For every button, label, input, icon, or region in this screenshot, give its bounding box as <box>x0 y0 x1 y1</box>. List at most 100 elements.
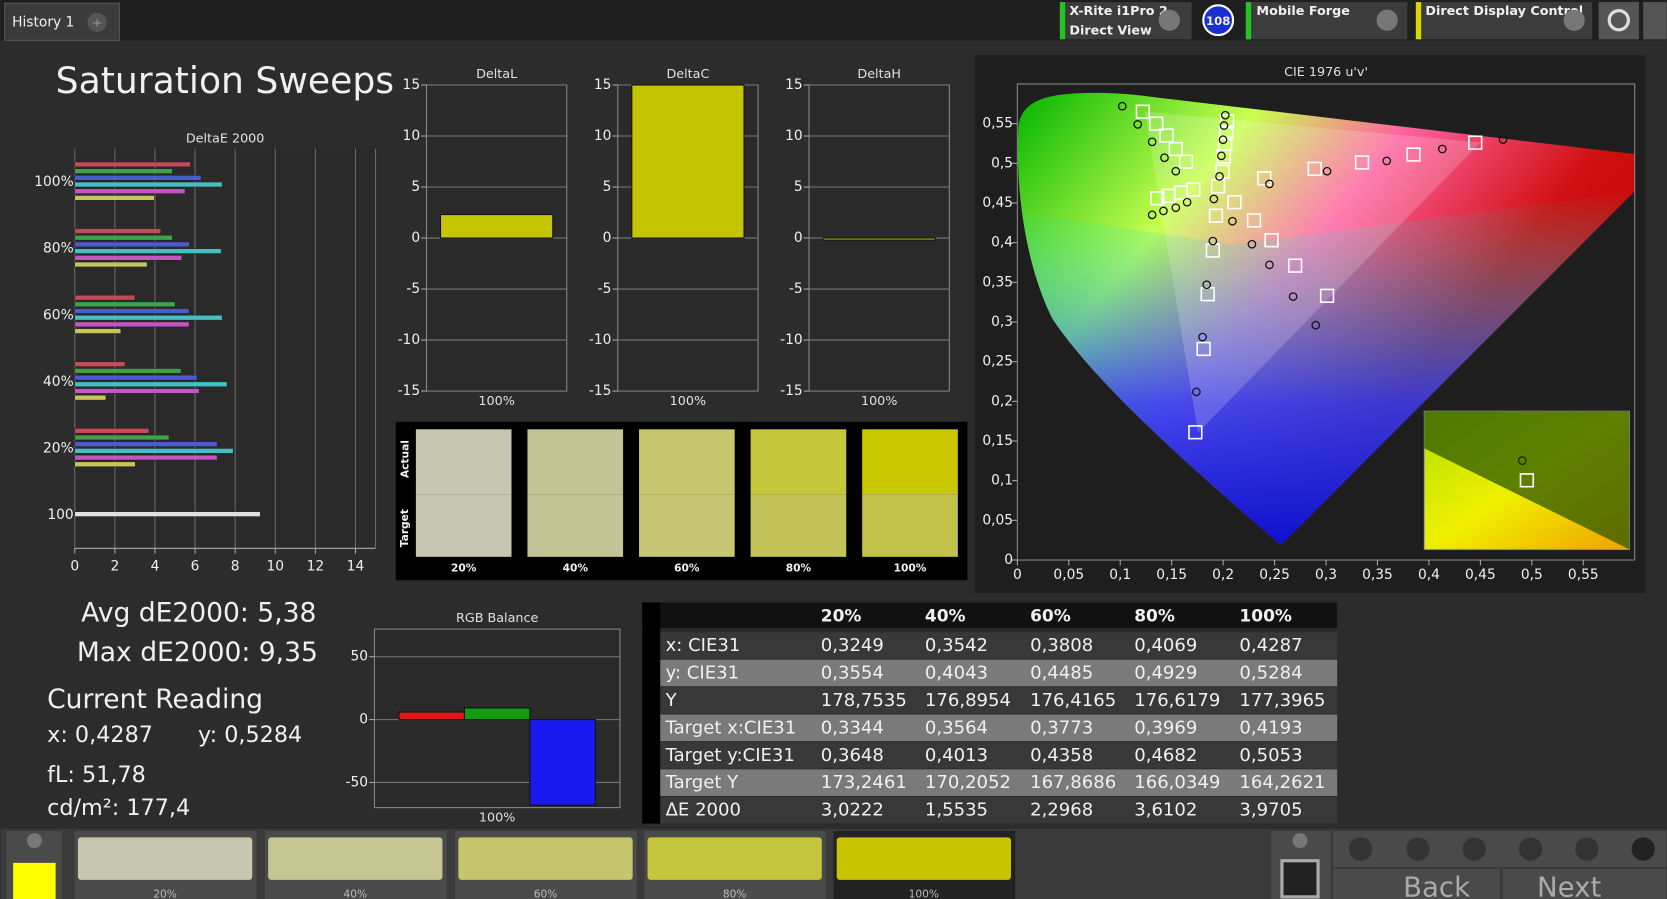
bar <box>74 511 261 517</box>
x-tick-label: 2 <box>110 558 119 574</box>
table-cell: 1,5535 <box>925 800 988 821</box>
current-fl: fL: 51,78 <box>47 762 146 788</box>
y-tick-label: 0,55 <box>982 116 1013 132</box>
loop-icon[interactable] <box>1518 837 1543 861</box>
target-point <box>1307 161 1322 177</box>
measured-point <box>1182 197 1192 207</box>
y-tick-label: -10 <box>589 332 612 348</box>
patch-color <box>836 837 1011 880</box>
bar <box>74 294 136 301</box>
bar <box>74 441 218 447</box>
y-tick-label: 10 <box>594 128 612 144</box>
y-tick-label: 0,35 <box>982 274 1013 290</box>
x-tick-label: 4 <box>151 558 160 574</box>
table-cell: 164,2621 <box>1239 772 1325 793</box>
current-heading: Current Reading <box>47 684 263 715</box>
table-cell: 0,3542 <box>925 635 988 656</box>
target-point <box>1135 104 1151 119</box>
y-tick-label: -10 <box>780 332 803 348</box>
current-luminance: cd/m²: 177,4 <box>47 795 190 821</box>
patch-color <box>458 837 633 880</box>
dropdown-button[interactable] <box>1158 9 1180 31</box>
column-header: 60% <box>1030 606 1071 626</box>
back-button[interactable] <box>1332 869 1500 899</box>
stop-icon[interactable] <box>1348 837 1373 861</box>
measured-point <box>1265 179 1274 189</box>
dropdown-button[interactable] <box>1563 9 1585 31</box>
table-cell: 0,4485 <box>1030 663 1093 684</box>
x-tick-label: 0,4 <box>1418 567 1440 583</box>
target-point <box>1319 288 1335 303</box>
next-button[interactable] <box>1502 869 1667 899</box>
measured-point <box>1133 120 1143 129</box>
bar <box>74 388 200 394</box>
table-cell: 0,4043 <box>925 663 988 684</box>
y-tick-label: -15 <box>398 383 421 399</box>
patch-label: 40% <box>344 888 368 899</box>
stop-button[interactable] <box>1280 859 1320 899</box>
y-tick-label: -15 <box>780 383 803 399</box>
x-tick-label: 0 <box>70 558 79 574</box>
measured-point <box>1171 166 1181 176</box>
table-cell: 178,7535 <box>821 690 907 711</box>
tab-label: History 1 <box>12 14 74 30</box>
page-title: Saturation Sweeps <box>56 59 394 102</box>
table-row <box>660 632 1338 659</box>
bar <box>74 361 126 367</box>
x-tick-label: 0,2 <box>1212 567 1234 583</box>
inset-target <box>1519 473 1535 488</box>
target-point <box>1149 116 1164 131</box>
x-tick-label: 0,45 <box>1465 567 1496 583</box>
y-tick-label: 0,05 <box>982 512 1013 528</box>
bar <box>74 181 223 188</box>
bar <box>74 195 155 201</box>
swatch-label: 40% <box>563 562 589 575</box>
target-point <box>1264 233 1279 248</box>
hold-icon[interactable] <box>1462 837 1486 861</box>
row-label: Target x:CIE31 <box>665 717 797 738</box>
x-tick-label: 0,15 <box>1156 567 1187 583</box>
swatch-label: 100% <box>894 562 927 575</box>
scroll-up-button[interactable] <box>26 833 42 848</box>
bar <box>74 448 234 454</box>
target-point <box>1168 141 1183 157</box>
row-label: x: CIE31 <box>666 635 741 656</box>
bar <box>74 308 190 314</box>
refresh-icon[interactable] <box>1575 837 1599 861</box>
y-tick-label: 5 <box>603 179 612 195</box>
y-tick-label: -5 <box>789 281 803 297</box>
y-tick-label: 40% <box>43 374 74 390</box>
row-label: y: CIE31 <box>666 663 739 684</box>
play-icon[interactable] <box>1406 837 1430 861</box>
y-tick-label: -5 <box>406 281 420 297</box>
bar <box>74 248 222 254</box>
collapse-button[interactable] <box>1643 2 1667 40</box>
actual-swatch <box>527 429 624 495</box>
actual-swatch <box>750 429 847 495</box>
record-icon[interactable] <box>1631 837 1655 861</box>
column-header: 80% <box>1134 606 1175 626</box>
measured-point <box>1498 135 1508 144</box>
measured-point <box>1159 206 1168 216</box>
measured-point <box>1202 280 1212 290</box>
y-tick-label: 5 <box>794 179 803 195</box>
current-x: x: 0,4287 <box>47 722 153 748</box>
bar <box>74 228 162 234</box>
bar <box>74 461 136 467</box>
scroll-up-button[interactable] <box>1292 833 1308 848</box>
settings-button[interactable] <box>1598 2 1639 40</box>
measured-point <box>1215 172 1224 181</box>
add-tab-button[interactable] <box>87 12 107 32</box>
column-header: 40% <box>925 606 966 626</box>
x-tick-label: 14 <box>347 558 365 574</box>
table-row <box>660 659 1338 687</box>
patch-color <box>268 837 443 880</box>
bar <box>463 707 531 721</box>
y-tick-label: 0,45 <box>982 195 1013 211</box>
y-tick-label: 0,5 <box>991 155 1013 171</box>
dropdown-button[interactable] <box>1376 9 1398 31</box>
current-patch <box>13 862 56 899</box>
table-cell: 0,4682 <box>1134 745 1197 766</box>
control-selector[interactable] <box>1415 2 1593 40</box>
y-tick-label: -15 <box>589 383 612 399</box>
